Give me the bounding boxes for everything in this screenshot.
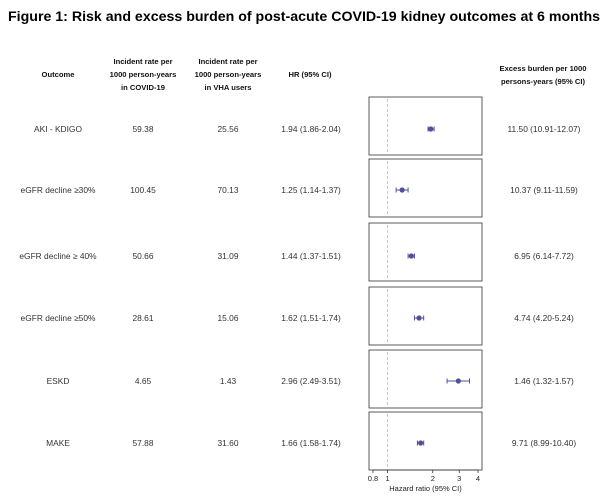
rate-vha-value: 70.13	[217, 185, 239, 195]
excess-burden-value: 6.95 (6.14-7.72)	[514, 251, 574, 261]
forest-panel	[368, 286, 483, 346]
forest-panel	[368, 158, 483, 218]
header-rate-covid-line-1: Incident rate per	[113, 57, 173, 66]
x-tick-label: 1	[385, 474, 389, 483]
header-excess: Excess burden per 1000 persons-years (95…	[488, 62, 598, 88]
figure-title: Figure 1: Risk and excess burden of post…	[8, 9, 600, 25]
header-rate-covid-line-3: in COVID-19	[121, 83, 165, 92]
header-hr-text: HR (95% CI)	[288, 70, 332, 79]
header-rate-vha-line-2: 1000 person-years	[194, 70, 262, 79]
x-axis-label: Hazard ratio (95% CI)	[389, 484, 462, 493]
hr-point	[418, 440, 424, 446]
excess-burden-value: 4.74 (4.20-5.24)	[514, 313, 574, 323]
x-tick-label: 4	[476, 474, 480, 483]
forest-panel	[368, 349, 483, 409]
header-hr: HR (95% CI)	[270, 68, 350, 81]
hr-point	[408, 253, 414, 259]
header-excess-line-2: persons-years (95% CI)	[501, 77, 585, 86]
excess-burden-value: 10.37 (9.11-11.59)	[510, 185, 578, 195]
outcome-label: eGFR decline ≥50%	[20, 313, 96, 323]
header-rate-covid-line-2: 1000 person-years	[109, 70, 177, 79]
excess-burden-value: 11.50 (10.91-12.07)	[507, 124, 581, 134]
hr-value: 1.62 (1.51-1.74)	[281, 313, 341, 323]
excess-burden-value: 9.71 (8.99-10.40)	[511, 438, 577, 448]
rate-covid-value: 59.38	[132, 124, 154, 134]
header-excess-line-1: Excess burden per 1000	[499, 64, 587, 73]
hr-point	[455, 378, 461, 384]
hr-value: 1.94 (1.86-2.04)	[281, 124, 341, 134]
outcome-label: eGFR decline ≥30%	[20, 185, 96, 195]
header-rate-covid: Incident rate per 1000 person-years in C…	[98, 55, 188, 94]
hr-value: 1.66 (1.58-1.74)	[281, 438, 341, 448]
header-rate-vha-line-1: Incident rate per	[198, 57, 258, 66]
header-outcome-text: Outcome	[41, 70, 75, 79]
rate-vha-value: 31.09	[217, 251, 239, 261]
hr-point	[428, 126, 434, 132]
rate-vha-value: 31.60	[217, 438, 239, 448]
x-tick-label: 2	[431, 474, 435, 483]
outcome-label: ESKD	[46, 376, 70, 386]
rate-covid-value: 100.45	[130, 185, 156, 195]
rate-covid-value: 50.66	[132, 251, 154, 261]
rate-vha-value: 1.43	[219, 376, 237, 386]
excess-burden-value: 1.46 (1.32-1.57)	[514, 376, 574, 386]
outcome-label: MAKE	[46, 438, 70, 448]
x-tick-label: 3	[457, 474, 461, 483]
forest-panel	[368, 222, 483, 282]
header-rate-vha-line-3: in VHA users	[204, 83, 252, 92]
hr-value: 1.44 (1.37-1.51)	[281, 251, 341, 261]
header-rate-vha: Incident rate per 1000 person-years in V…	[182, 55, 274, 94]
hr-point	[399, 187, 405, 193]
hr-value: 1.25 (1.14-1.37)	[281, 185, 341, 195]
hr-point	[416, 315, 422, 321]
outcome-label: AKI - KDIGO	[34, 124, 82, 134]
rate-vha-value: 25.56	[217, 124, 239, 134]
forest-panel	[368, 96, 483, 156]
rate-covid-value: 4.65	[134, 376, 152, 386]
header-outcome: Outcome	[18, 68, 98, 81]
x-tick-label: 0.8	[368, 474, 378, 483]
forest-panel	[368, 411, 483, 471]
rate-vha-value: 15.06	[217, 313, 239, 323]
rate-covid-value: 57.88	[132, 438, 154, 448]
hr-value: 2.96 (2.49-3.51)	[281, 376, 341, 386]
outcome-label: eGFR decline ≥ 40%	[19, 251, 97, 261]
rate-covid-value: 28.61	[132, 313, 154, 323]
